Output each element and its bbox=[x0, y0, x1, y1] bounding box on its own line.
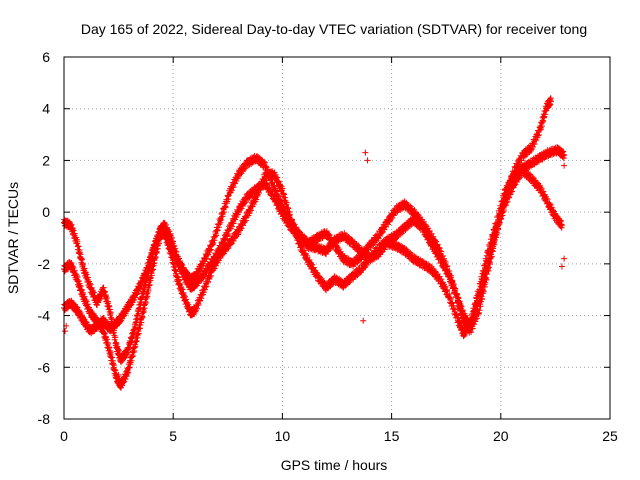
data-point bbox=[202, 256, 209, 263]
data-point bbox=[133, 291, 140, 298]
x-tick-label: 10 bbox=[275, 428, 291, 444]
outlier-point bbox=[561, 255, 568, 262]
y-tick-label: -8 bbox=[38, 411, 51, 427]
outlier-point bbox=[561, 162, 568, 169]
data-point bbox=[378, 229, 385, 236]
data-point bbox=[214, 227, 221, 234]
grid-lines bbox=[64, 57, 610, 419]
data-point bbox=[222, 204, 229, 211]
outlier-point bbox=[62, 328, 69, 335]
y-axis-label: SDTVAR / TECUs bbox=[5, 182, 21, 294]
data-point bbox=[325, 231, 332, 238]
y-tick-label: 6 bbox=[42, 49, 50, 65]
data-point bbox=[205, 251, 212, 258]
y-tick-label: -2 bbox=[38, 256, 51, 272]
data-points bbox=[61, 95, 568, 391]
data-point bbox=[369, 242, 376, 249]
outlier-point bbox=[360, 317, 367, 324]
data-point bbox=[197, 266, 204, 273]
y-tick-label: -4 bbox=[38, 308, 51, 324]
x-axis-label: GPS time / hours bbox=[281, 457, 388, 473]
outlier-point bbox=[362, 149, 369, 156]
data-point bbox=[261, 159, 268, 166]
y-tick-label: 4 bbox=[42, 101, 50, 117]
x-tick-label: 25 bbox=[602, 428, 618, 444]
y-tick-label: 2 bbox=[42, 152, 50, 168]
x-tick-label: 15 bbox=[384, 428, 400, 444]
y-tick-label: -6 bbox=[38, 359, 51, 375]
x-tick-label: 20 bbox=[493, 428, 509, 444]
chart-title: Day 165 of 2022, Sidereal Day-to-day VTE… bbox=[81, 21, 587, 37]
data-point bbox=[72, 303, 79, 310]
data-point bbox=[206, 247, 213, 254]
data-point bbox=[216, 221, 223, 228]
data-point bbox=[241, 165, 248, 172]
x-tick-label: 0 bbox=[60, 428, 68, 444]
data-point bbox=[210, 239, 217, 246]
x-tick-label: 5 bbox=[169, 428, 177, 444]
outlier-point bbox=[364, 157, 371, 164]
axis-ticks: 0 5 10 15 20 25 -8 -6 -4 -2 0 2 4 6 bbox=[38, 49, 618, 444]
data-point bbox=[213, 232, 220, 239]
y-tick-label: 0 bbox=[42, 204, 50, 220]
data-point bbox=[218, 216, 225, 223]
